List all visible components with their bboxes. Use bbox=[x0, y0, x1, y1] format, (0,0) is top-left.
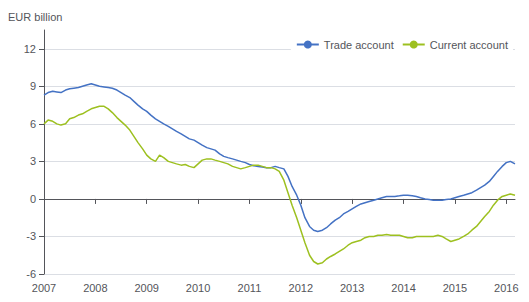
svg-text:3: 3 bbox=[30, 155, 36, 167]
svg-text:Trade account: Trade account bbox=[324, 39, 394, 51]
svg-text:9: 9 bbox=[30, 80, 36, 92]
svg-text:2008: 2008 bbox=[83, 282, 107, 294]
svg-text:0: 0 bbox=[30, 193, 36, 205]
svg-text:Current account: Current account bbox=[430, 39, 508, 51]
svg-text:2010: 2010 bbox=[186, 282, 210, 294]
svg-text:6: 6 bbox=[30, 118, 36, 130]
svg-text:2014: 2014 bbox=[391, 282, 415, 294]
svg-text:-6: -6 bbox=[26, 268, 36, 280]
svg-text:2016: 2016 bbox=[494, 282, 518, 294]
svg-text:-3: -3 bbox=[26, 230, 36, 242]
svg-text:2009: 2009 bbox=[134, 282, 158, 294]
svg-text:2012: 2012 bbox=[289, 282, 313, 294]
svg-text:12: 12 bbox=[24, 43, 36, 55]
svg-text:2015: 2015 bbox=[443, 282, 467, 294]
svg-text:2007: 2007 bbox=[32, 282, 56, 294]
svg-text:EUR billion: EUR billion bbox=[8, 11, 62, 23]
svg-text:2011: 2011 bbox=[238, 282, 262, 294]
svg-text:2013: 2013 bbox=[340, 282, 364, 294]
